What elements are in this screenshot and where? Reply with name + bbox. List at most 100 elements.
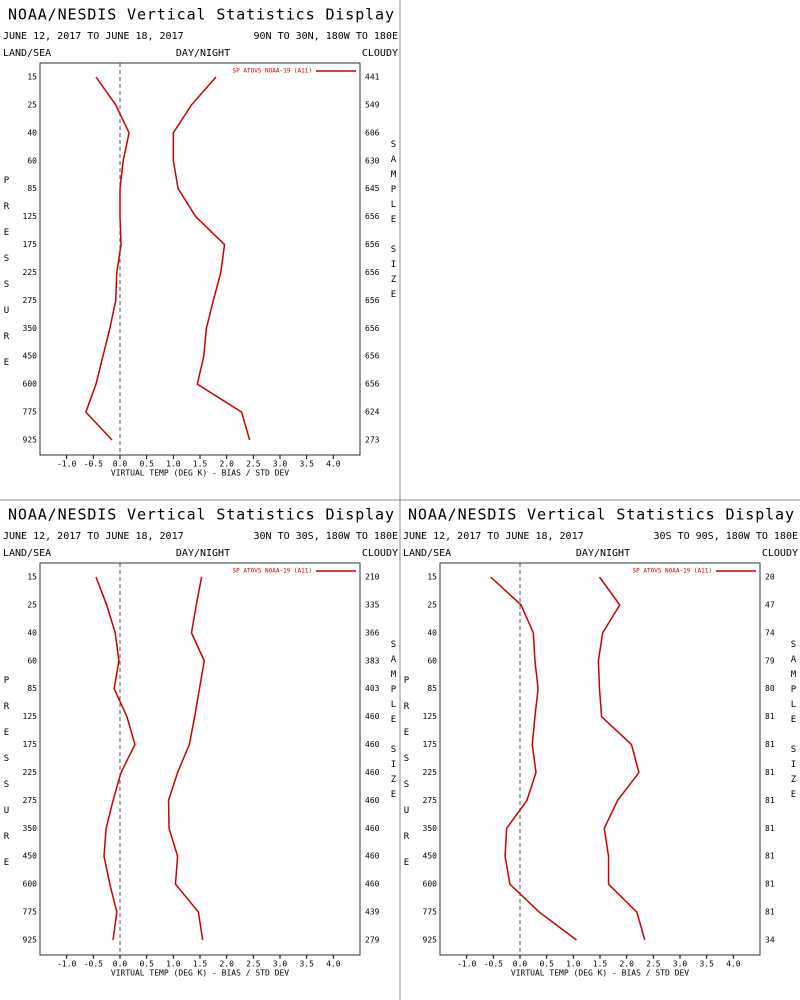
pressure-label: 25	[27, 100, 37, 109]
plot-frame	[439, 562, 761, 956]
plot-frame	[39, 62, 361, 456]
sample-size-label: 460	[365, 768, 380, 777]
sample-size-label: 441	[365, 73, 380, 82]
x-tick-label: 0.0	[113, 960, 128, 969]
legend-label: SP ATOVS NOAA-19 (A11)	[233, 568, 312, 575]
x-tick-label: 1.0	[166, 460, 181, 469]
y2-axis-label: SAMPLE SIZE	[389, 140, 399, 305]
y-axis-label: PRESSURE	[2, 176, 12, 384]
pressure-label: 25	[27, 600, 37, 609]
panel-title: NOAA/NESDIS Vertical Statistics Display	[8, 6, 394, 24]
x-tick-label: 1.0	[566, 960, 581, 969]
std-dev-line	[172, 76, 251, 441]
panel: NOAA/NESDIS Vertical Statistics Display J…	[2, 506, 399, 978]
sample-size-label: 81	[765, 908, 775, 917]
pressure-label: 600	[423, 880, 438, 889]
legend-label: SP ATOVS NOAA-19 (A11)	[633, 568, 712, 575]
date-range: JUNE 12, 2017 TO JUNE 18, 2017	[3, 31, 184, 42]
pressure-label: 125	[23, 712, 38, 721]
pressure-label: 350	[23, 824, 38, 833]
sample-size-label: 210	[365, 573, 380, 582]
pressure-label: 15	[27, 573, 37, 582]
sample-size-label: 606	[365, 128, 380, 137]
pressure-label: 175	[23, 740, 38, 749]
pressure-label: 450	[23, 352, 38, 361]
y-axis-label: PRESSURE	[2, 676, 12, 884]
pressure-label: 85	[27, 684, 37, 693]
sample-size-label: 439	[365, 908, 380, 917]
x-tick-label: 2.5	[246, 460, 261, 469]
date-range: JUNE 12, 2017 TO JUNE 18, 2017	[403, 531, 584, 542]
sample-size-label: 460	[365, 852, 380, 861]
pressure-label: 775	[23, 908, 38, 917]
region: 30S TO 90S, 180W TO 180E	[654, 531, 799, 542]
date-range: JUNE 12, 2017 TO JUNE 18, 2017	[3, 531, 184, 542]
sample-size-label: 460	[365, 880, 380, 889]
x-tick-label: 3.5	[699, 960, 714, 969]
x-tick-label: 3.5	[299, 460, 314, 469]
pressure-label: 85	[27, 184, 37, 193]
x-tick-label: 1.5	[593, 960, 608, 969]
sample-size-label: 645	[365, 184, 380, 193]
x-tick-label: 2.5	[246, 960, 261, 969]
x-tick-label: 0.5	[539, 960, 554, 969]
bias-line	[490, 576, 577, 941]
sample-size-label: 656	[365, 324, 380, 333]
x-axis-label: VIRTUAL TEMP (DEG K) - BIAS / STD DEV	[111, 469, 289, 478]
time-label: DAY/NIGHT	[176, 548, 230, 559]
sky-label: CLOUDY	[762, 548, 798, 559]
pressure-label: 175	[23, 240, 38, 249]
sample-size-label: 460	[365, 740, 380, 749]
sample-size-label: 656	[365, 268, 380, 277]
x-tick-label: 1.0	[166, 960, 181, 969]
x-tick-label: 2.0	[619, 960, 634, 969]
x-tick-label: -0.5	[484, 960, 503, 969]
y2-axis-label: SAMPLE SIZE	[389, 640, 399, 805]
pressure-label: 600	[23, 880, 38, 889]
x-tick-label: 3.5	[299, 960, 314, 969]
x-tick-label: -1.0	[57, 460, 76, 469]
x-tick-label: -1.0	[457, 960, 476, 969]
x-axis-label: VIRTUAL TEMP (DEG K) - BIAS / STD DEV	[111, 969, 289, 978]
x-tick-label: -0.5	[84, 960, 103, 969]
pressure-label: 600	[23, 380, 38, 389]
region: 30N TO 30S, 180W TO 180E	[254, 531, 399, 542]
sample-size-label: 279	[365, 936, 380, 945]
x-tick-label: 1.5	[193, 960, 208, 969]
pressure-label: 85	[427, 684, 437, 693]
sample-size-label: 656	[365, 352, 380, 361]
panel-title: NOAA/NESDIS Vertical Statistics Display	[408, 506, 794, 524]
panel-title: NOAA/NESDIS Vertical Statistics Display	[8, 506, 394, 524]
pressure-label: 60	[27, 156, 37, 165]
sample-size-label: 656	[365, 296, 380, 305]
x-tick-label: 4.0	[326, 960, 341, 969]
sample-size-label: 460	[365, 796, 380, 805]
pressure-label: 40	[27, 628, 37, 637]
x-tick-label: 3.0	[673, 960, 688, 969]
pressure-label: 350	[23, 324, 38, 333]
pressure-label: 125	[23, 212, 38, 221]
sample-size-label: 81	[765, 824, 775, 833]
x-axis-label: VIRTUAL TEMP (DEG K) - BIAS / STD DEV	[511, 969, 689, 978]
bias-line	[85, 76, 130, 441]
time-label: DAY/NIGHT	[176, 48, 230, 59]
pressure-label: 25	[427, 600, 437, 609]
std-dev-line	[597, 576, 646, 941]
plot-frame	[39, 562, 361, 956]
pressure-label: 60	[27, 656, 37, 665]
sample-size-label: 81	[765, 852, 775, 861]
sample-size-label: 80	[765, 684, 775, 693]
sample-size-label: 20	[765, 573, 775, 582]
sample-size-label: 79	[765, 656, 775, 665]
sample-size-label: 74	[765, 628, 775, 637]
time-label: DAY/NIGHT	[576, 548, 630, 559]
pressure-label: 450	[23, 852, 38, 861]
x-tick-label: 2.0	[219, 460, 234, 469]
pressure-label: 225	[23, 768, 38, 777]
surface-label: LAND/SEA	[403, 548, 451, 559]
pressure-label: 225	[423, 768, 438, 777]
bias-line	[95, 576, 136, 941]
pressure-label: 775	[23, 408, 38, 417]
std-dev-line	[167, 576, 206, 941]
